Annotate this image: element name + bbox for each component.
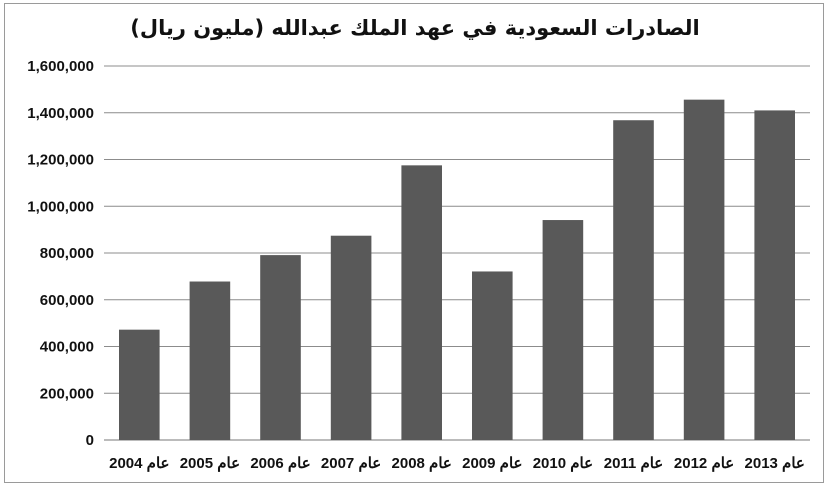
- bar: [683, 99, 725, 440]
- bar: [472, 271, 513, 440]
- y-tick-label: 1,600,000: [27, 58, 94, 75]
- y-tick-label: 1,400,000: [27, 105, 94, 122]
- x-tick-label: عام 2008: [392, 455, 452, 472]
- chart-title: الصادرات السعودية في عهد الملك عبدالله (…: [130, 16, 699, 40]
- bar: [542, 220, 584, 440]
- bar: [754, 110, 795, 440]
- y-tick-label: 400,000: [40, 339, 94, 356]
- x-tick-label: عام 2011: [604, 455, 664, 472]
- bar: [119, 329, 160, 440]
- y-tick-label: 800,000: [40, 245, 94, 262]
- x-tick-label: عام 2009: [462, 455, 522, 472]
- x-tick-label: عام 2007: [321, 455, 381, 472]
- bar: [260, 255, 301, 440]
- y-tick-label: 200,000: [40, 385, 94, 402]
- x-tick-label: عام 2005: [180, 455, 240, 472]
- y-tick-label: 1,000,000: [27, 198, 94, 215]
- y-tick-label: 0: [86, 432, 94, 449]
- bar: [613, 120, 654, 440]
- bar: [401, 165, 442, 440]
- bars: [119, 99, 795, 440]
- x-tick-label: عام 2012: [674, 455, 734, 472]
- x-tick-label: عام 2013: [745, 455, 805, 472]
- x-axis-ticks: عام 2004 عام 2005 عام 2006 عام 2007 عام 2008…: [109, 455, 805, 472]
- bar: [189, 281, 231, 440]
- y-tick-label: 1,200,000: [27, 152, 94, 169]
- bar: [330, 235, 372, 440]
- y-tick-label: 600,000: [40, 292, 94, 309]
- x-tick-label: عام 2004: [109, 455, 169, 472]
- x-tick-label: عام 2006: [250, 455, 310, 472]
- y-axis-ticks: 0 200,000 400,000 600,000 800,000 1,000,000 1,…: [27, 58, 94, 449]
- x-tick-label: عام 2010: [533, 455, 593, 472]
